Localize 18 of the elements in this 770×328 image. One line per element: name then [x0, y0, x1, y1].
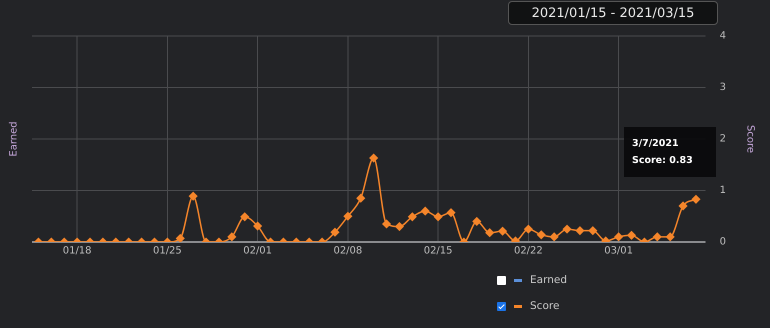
- y2-tick-label: 4: [720, 30, 726, 42]
- y-axis-title: Earned: [8, 121, 20, 157]
- y2-tick-label: 2: [720, 134, 726, 145]
- y2-axis-title: Score: [744, 124, 756, 154]
- annotation: 3/7/2021 Score: 0.83: [632, 137, 693, 168]
- legend-label: Earned: [530, 274, 567, 286]
- x-tick-label: 02/22: [514, 246, 543, 257]
- x-tick-label: 02/15: [424, 246, 453, 257]
- y2-tick-label: 0: [720, 236, 726, 248]
- x-tick-label: 01/18: [62, 246, 92, 257]
- x-tick-label: 02/01: [243, 246, 272, 257]
- y2-tick-label: 1: [720, 185, 726, 196]
- x-tick-label: 02/08: [333, 246, 362, 257]
- y2-tick-label: 3: [720, 82, 726, 94]
- legend-label: Score: [530, 300, 560, 312]
- x-tick-label: 01/25: [152, 246, 182, 257]
- x-tick-label: 03/01: [604, 246, 634, 257]
- chart-title: 2021/01/15 - 2021/03/15: [508, 1, 718, 25]
